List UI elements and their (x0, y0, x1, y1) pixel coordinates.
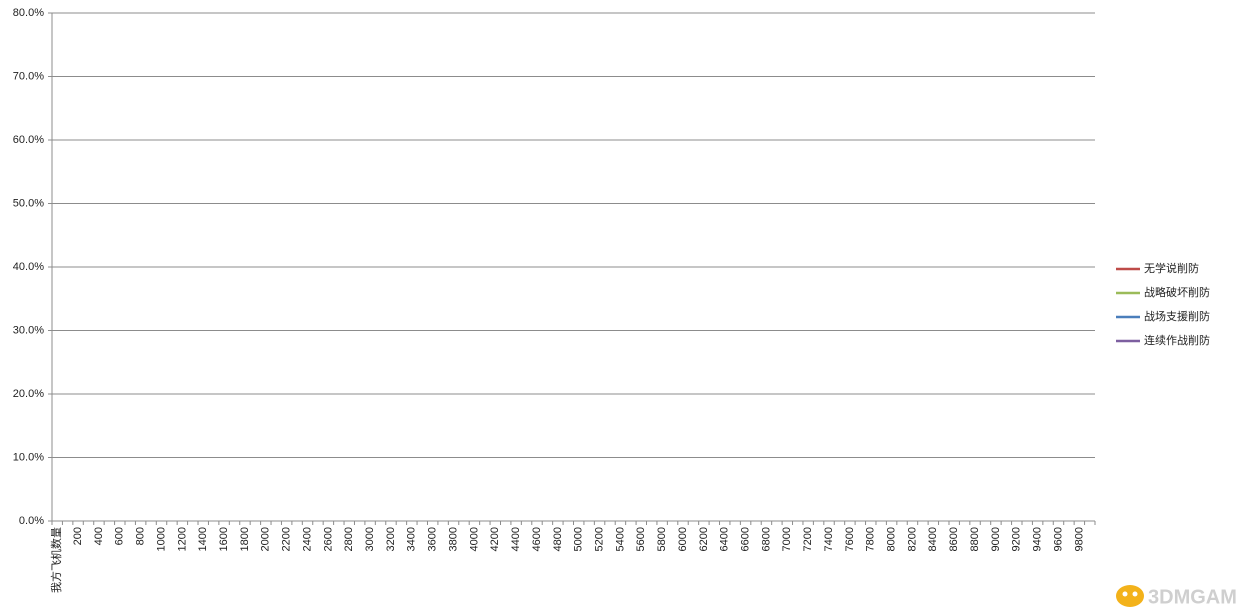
x-tick-label: 8600 (948, 527, 960, 551)
x-tick-label: 6800 (760, 527, 772, 551)
x-tick-label: 6000 (677, 527, 689, 551)
x-tick-label: 3200 (385, 527, 397, 551)
legend-label: 战略破坏削防 (1144, 285, 1210, 299)
x-tick-label: 5200 (593, 527, 605, 551)
x-tick-label: 3800 (447, 527, 459, 551)
x-tick-label: 5600 (635, 527, 647, 551)
y-tick-label: 30.0% (13, 324, 44, 336)
x-tick-label: 1000 (155, 527, 167, 551)
x-tick-label: 600 (114, 527, 126, 545)
legend-label: 无学说削防 (1144, 261, 1199, 275)
x-tick-label: 2400 (301, 527, 313, 551)
x-tick-label: 7600 (844, 527, 856, 551)
y-tick-label: 40.0% (13, 261, 44, 273)
x-tick-label: 5400 (614, 527, 626, 551)
x-tick-label: 我方飞机数量 (49, 527, 63, 593)
x-tick-label: 400 (93, 527, 105, 545)
x-tick-label: 2800 (343, 527, 355, 551)
y-tick-label: 80.0% (13, 7, 44, 19)
x-tick-label: 9400 (1032, 527, 1044, 551)
x-tick-label: 2600 (322, 527, 334, 551)
x-tick-label: 1200 (176, 527, 188, 551)
x-tick-label: 4400 (510, 527, 522, 551)
x-tick-label: 3600 (427, 527, 439, 551)
y-tick-label: 70.0% (13, 70, 44, 82)
x-tick-label: 1400 (197, 527, 209, 551)
x-tick-label: 1600 (218, 527, 230, 551)
x-tick-label: 3000 (364, 527, 376, 551)
x-tick-label: 4800 (552, 527, 564, 551)
x-tick-label: 8200 (906, 527, 918, 551)
watermark: 3DMGAME (1148, 586, 1236, 608)
x-tick-label: 9000 (990, 527, 1002, 551)
x-tick-label: 3400 (406, 527, 418, 551)
x-tick-label: 9200 (1011, 527, 1023, 551)
x-tick-label: 9600 (1052, 527, 1064, 551)
x-tick-label: 8000 (886, 527, 898, 551)
y-tick-label: 50.0% (13, 197, 44, 209)
x-tick-label: 800 (135, 527, 147, 545)
x-tick-label: 2200 (281, 527, 293, 551)
watermark-logo (1116, 585, 1144, 607)
x-tick-label: 200 (72, 527, 84, 545)
y-tick-label: 10.0% (13, 451, 44, 463)
x-tick-label: 6200 (698, 527, 710, 551)
x-tick-label: 4000 (468, 527, 480, 551)
x-tick-label: 5800 (656, 527, 668, 551)
legend-label: 连续作战削防 (1144, 333, 1210, 347)
x-tick-label: 7000 (781, 527, 793, 551)
x-tick-label: 7800 (865, 527, 877, 551)
x-tick-label: 4200 (489, 527, 501, 551)
x-tick-label: 8400 (927, 527, 939, 551)
x-tick-label: 9800 (1073, 527, 1085, 551)
y-tick-label: 60.0% (13, 134, 44, 146)
x-tick-label: 7200 (802, 527, 814, 551)
x-tick-label: 1800 (239, 527, 251, 551)
x-tick-label: 6400 (719, 527, 731, 551)
x-tick-label: 5000 (573, 527, 585, 551)
legend-label: 战场支援削防 (1144, 309, 1210, 323)
y-tick-label: 20.0% (13, 388, 44, 400)
x-tick-label: 2000 (260, 527, 272, 551)
y-tick-label: 0.0% (19, 515, 44, 527)
x-tick-label: 4600 (531, 527, 543, 551)
x-tick-label: 6600 (740, 527, 752, 551)
x-tick-label: 8800 (969, 527, 981, 551)
x-tick-label: 7400 (823, 527, 835, 551)
